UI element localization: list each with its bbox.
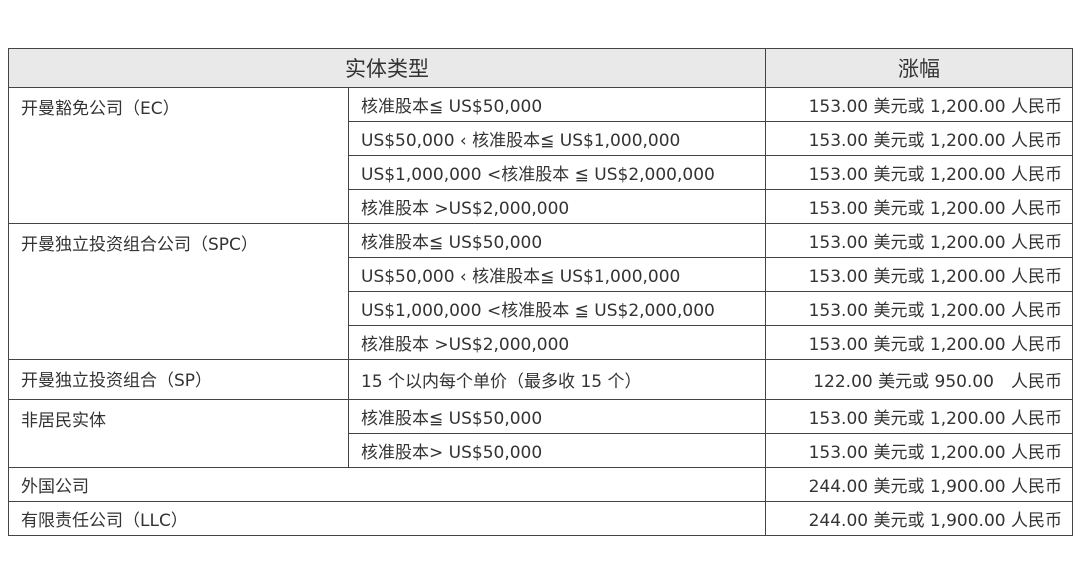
fee-cell: 153.00 美元或 1,200.00 人民币 [765, 257, 1073, 292]
condition-cell: 核准股本≦ US$50,000 [348, 223, 766, 258]
fee-cell: 244.00 美元或 1,900.00 人民币 [765, 467, 1073, 502]
header-fee: 涨幅 [765, 48, 1073, 88]
header-row: 实体类型 涨幅 [8, 48, 1073, 88]
fee-cell: 153.00 美元或 1,200.00 人民币 [765, 399, 1073, 434]
fee-cell: 153.00 美元或 1,200.00 人民币 [765, 155, 1073, 190]
entity-name-cell: 开曼独立投资组合公司（SPC） [8, 223, 349, 360]
table-row: 核准股本 >US$2,000,000 153.00 美元或 1,200.00 人民… [9, 325, 1073, 360]
fee-cell: 153.00 美元或 1,200.00 人民币 [765, 121, 1073, 156]
table-row: 核准股本> US$50,000 153.00 美元或 1,200.00 人民币 [9, 433, 1073, 468]
entity-name-cell: 开曼豁免公司（EC） [8, 87, 349, 224]
condition-cell: 15 个以内每个单价（最多收 15 个） [348, 359, 766, 400]
table-row: 核准股本 >US$2,000,000 153.00 美元或 1,200.00 人民… [9, 189, 1073, 224]
entity-name-cell: 开曼独立投资组合（SP） [8, 359, 349, 400]
entity-name-cell: 非居民实体 [8, 399, 349, 468]
condition-cell: 核准股本 >US$2,000,000 [348, 325, 766, 360]
condition-cell: US$50,000 ‹ 核准股本≦ US$1,000,000 [348, 257, 766, 292]
table-body: 开曼豁免公司（EC） 核准股本≦ US$50,000 153.00 美元或 1,20… [8, 87, 1073, 536]
fee-cell: 153.00 美元或 1,200.00 人民币 [765, 189, 1073, 224]
fee-cell: 153.00 美元或 1,200.00 人民币 [765, 87, 1073, 122]
entity-name-cell: 有限责任公司（LLC） [8, 501, 766, 536]
table-row: US$1,000,000 <核准股本 ≦ US$2,000,000 153.00 … [9, 291, 1073, 326]
table-row: 开曼独立投资组合（SP） 15 个以内每个单价（最多收 15 个） 122.00 美… [8, 359, 1073, 400]
fee-table: 实体类型 涨幅 开曼豁免公司（EC） 核准股本≦ US$50,000 153.00 … [8, 48, 1073, 536]
condition-cell: 核准股本≦ US$50,000 [348, 399, 766, 434]
condition-cell: 核准股本 >US$2,000,000 [348, 189, 766, 224]
condition-cell: US$1,000,000 <核准股本 ≦ US$2,000,000 [348, 291, 766, 326]
fee-cell: 153.00 美元或 1,200.00 人民币 [765, 325, 1073, 360]
fee-cell: 122.00 美元或 950.00 人民币 [765, 359, 1073, 400]
condition-cell: 核准股本≦ US$50,000 [348, 87, 766, 122]
table-row: US$50,000 ‹ 核准股本≦ US$1,000,000 153.00 美元或… [9, 257, 1073, 292]
table-row: 外国公司 244.00 美元或 1,900.00 人民币 [8, 467, 1073, 502]
table-row: 非居民实体 核准股本≦ US$50,000 153.00 美元或 1,200.00 … [8, 399, 1073, 468]
entity-name-cell: 外国公司 [8, 467, 766, 502]
condition-cell: 核准股本> US$50,000 [348, 433, 766, 468]
table-row: US$1,000,000 <核准股本 ≦ US$2,000,000 153.00 … [9, 155, 1073, 190]
condition-cell: US$1,000,000 <核准股本 ≦ US$2,000,000 [348, 155, 766, 190]
fee-cell: 244.00 美元或 1,900.00 人民币 [765, 501, 1073, 536]
fee-cell: 153.00 美元或 1,200.00 人民币 [765, 433, 1073, 468]
header-entity-type: 实体类型 [8, 48, 766, 88]
condition-cell: US$50,000 ‹ 核准股本≦ US$1,000,000 [348, 121, 766, 156]
table-row: 开曼豁免公司（EC） 核准股本≦ US$50,000 153.00 美元或 1,20… [8, 87, 1073, 224]
table-row: 有限责任公司（LLC） 244.00 美元或 1,900.00 人民币 [8, 501, 1073, 536]
fee-cell: 153.00 美元或 1,200.00 人民币 [765, 291, 1073, 326]
table-row: US$50,000 ‹ 核准股本≦ US$1,000,000 153.00 美元或… [9, 121, 1073, 156]
table-row: 开曼独立投资组合公司（SPC） 核准股本≦ US$50,000 153.00 美元或… [8, 223, 1073, 360]
fee-cell: 153.00 美元或 1,200.00 人民币 [765, 223, 1073, 258]
